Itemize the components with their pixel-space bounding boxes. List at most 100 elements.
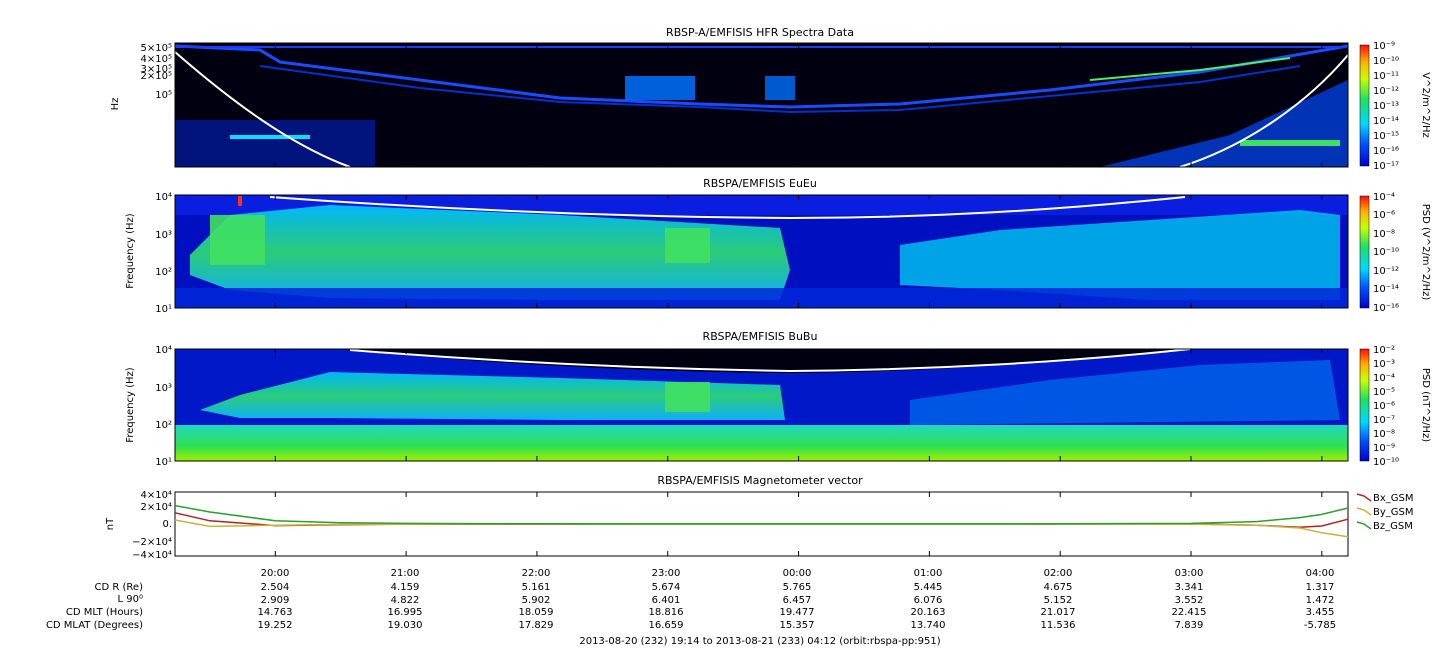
ephemeris-value: 3.455 (1306, 607, 1335, 618)
ytick-label: 4×10⁵ (141, 54, 172, 65)
ephemeris-value: 18.059 (519, 607, 554, 618)
series-line-bz-gsm (174, 504, 1349, 525)
panel-bubu: RBSPA/EMFISIS BuBu 10⁴ 10³ 10² 10¹ Frequ… (125, 330, 1431, 468)
ephemeris-value: 4.675 (1044, 582, 1073, 593)
panel-bubu-ylabel: Frequency (Hz) (125, 367, 136, 443)
bubu-yticks: 10⁴ 10³ 10² 10¹ (155, 345, 172, 468)
ephemeris-value: 16.659 (649, 620, 684, 631)
legend-swatch-by (1356, 507, 1372, 516)
ytick-label: 3×10⁵ (141, 64, 172, 75)
legend-swatch-bz (1356, 521, 1372, 530)
colorbar-tick: 10⁻⁴ (1373, 373, 1395, 384)
ephemeris-value: 3.552 (1175, 595, 1204, 606)
ephemeris-value: 17.829 (519, 620, 554, 631)
x-tick-label: 03:00 (1175, 568, 1204, 579)
ephemeris-value: 11.536 (1041, 620, 1076, 631)
legend-label-by: By_GSM (1373, 507, 1414, 518)
ephemeris-value: 5.674 (652, 582, 681, 593)
x-tick-marks (274, 43, 1323, 556)
bubu-colorbar-ticks: 10⁻² 10⁻³ 10⁻⁴ 10⁻⁵ 10⁻⁶ 10⁻⁷ 10⁻⁸ 10⁻⁹ … (1373, 345, 1399, 468)
hfr-burst-2 (765, 76, 795, 100)
ephemeris-value: 22.415 (1172, 607, 1207, 618)
panel-eueu-title: RBSPA/EMFISIS EuEu (703, 177, 817, 190)
ytick-label: 10¹ (155, 304, 172, 315)
ephemeris-value: 3.341 (1175, 582, 1204, 593)
ytick-label: 2×10⁵ (141, 71, 172, 82)
colorbar-tick: 10⁻⁹ (1373, 41, 1395, 52)
eueu-colorbar-label: PSD (V^2/m^2/Hz) (1420, 204, 1431, 301)
panel-mag-title: RBSPA/EMFISIS Magnetometer vector (657, 474, 863, 487)
ytick-label: 5×10⁵ (141, 43, 172, 54)
legend-label-bx: Bx_GSM (1373, 493, 1414, 504)
ephemeris-value: 19.252 (258, 620, 293, 631)
hfr-burst-1 (625, 76, 695, 100)
colorbar-tick: 10⁻⁹ (1373, 443, 1395, 454)
bubu-colorbar (1359, 348, 1370, 462)
colorbar-tick: 10⁻⁵ (1373, 387, 1395, 398)
bubu-frame (174, 348, 1349, 462)
hfr-lower-band (259, 65, 1301, 114)
hfr-frame (174, 42, 1349, 168)
colorbar-tick: 10⁻³ (1373, 359, 1395, 370)
colorbar-tick: 10⁻¹⁴ (1373, 116, 1399, 127)
colorbar-tick: 10⁻⁶ (1373, 401, 1395, 412)
hfr-yticks: 5×10⁵ 4×10⁵ 3×10⁵ 2×10⁵ 10⁵ (141, 43, 172, 101)
colorbar-tick: 10⁻¹² (1373, 266, 1399, 277)
hfr-left-noise (175, 120, 375, 167)
x-tick-label: 21:00 (391, 568, 420, 579)
ytick-label: 10⁴ (155, 192, 172, 203)
eueu-red-spot (238, 196, 242, 206)
ephemeris-value: 4.822 (391, 595, 420, 606)
panel-hfr-ylabel: Hz (110, 98, 121, 111)
ytick-label: 0. (162, 519, 172, 530)
ytick-label: 2×10⁴ (141, 502, 172, 513)
hfr-colorbar (1359, 44, 1370, 167)
ephemeris-row-label: CD MLAT (Degrees) (46, 620, 143, 631)
bubu-dark-region (340, 349, 1190, 373)
eueu-frame (174, 194, 1349, 309)
hfr-left-band (230, 135, 310, 139)
hfr-green-streak (1089, 57, 1291, 81)
ephemeris-value: 7.839 (1175, 620, 1204, 631)
ephemeris-value: 5.902 (522, 595, 551, 606)
mag-series-group (174, 504, 1349, 538)
ephemeris-value: 1.317 (1306, 582, 1335, 593)
hfr-top-line (175, 46, 1348, 48)
ytick-label: 10⁵ (155, 90, 172, 101)
bubu-low-band (175, 425, 1348, 461)
x-tick-label: 22:00 (522, 568, 551, 579)
ephemeris-value: 1.472 (1306, 595, 1335, 606)
bubu-white-trace (349, 348, 1191, 373)
x-tick-label: 23:00 (652, 568, 681, 579)
ephemeris-value: 5.161 (522, 582, 551, 593)
ephemeris-row-label: L 90⁰ (118, 594, 143, 605)
colorbar-tick: 10⁻¹⁰ (1373, 56, 1399, 67)
ephemeris-row-label: CD MLT (Hours) (66, 607, 143, 618)
bubu-colorbar-label: PSD (nT^2/Hz) (1420, 368, 1431, 442)
x-tick-label: 02:00 (1044, 568, 1073, 579)
legend-label-bz: Bz_GSM (1373, 521, 1413, 532)
eueu-green-emission (190, 205, 790, 300)
eueu-white-trace (269, 196, 1186, 220)
ephemeris-value: 13.740 (911, 620, 946, 631)
ephemeris-value: 6.401 (652, 595, 681, 606)
ephemeris-value: -5.785 (1304, 620, 1336, 631)
time-range-footer: 2013-08-20 (232) 19:14 to 2013-08-21 (23… (579, 636, 940, 647)
x-tick-label: 20:00 (261, 568, 290, 579)
colorbar-tick: 10⁻¹⁶ (1373, 303, 1399, 314)
ytick-label: −2×10⁴ (132, 537, 172, 548)
ephemeris-value: 6.457 (783, 595, 812, 606)
panel-hfr-title: RBSP-A/EMFISIS HFR Spectra Data (666, 26, 854, 39)
ephemeris-value: 5.765 (783, 582, 812, 593)
x-tick-label: 01:00 (914, 568, 943, 579)
ytick-label: 10⁴ (155, 345, 172, 356)
colorbar-tick: 10⁻¹⁴ (1373, 284, 1399, 295)
ephemeris-value: 19.477 (780, 607, 815, 618)
colorbar-tick: 10⁻¹⁰ (1373, 457, 1399, 468)
ytick-label: 10¹ (155, 457, 172, 468)
panel-mag: RBSPA/EMFISIS Magnetometer vector 4×10⁴ … (105, 474, 1414, 561)
hfr-colorbar-ticks: 10⁻⁹ 10⁻¹⁰ 10⁻¹¹ 10⁻¹² 10⁻¹³ 10⁻¹⁴ 10⁻¹⁵… (1373, 41, 1399, 172)
colorbar-tick: 10⁻¹¹ (1373, 71, 1399, 82)
bubu-right-emission (910, 360, 1340, 425)
